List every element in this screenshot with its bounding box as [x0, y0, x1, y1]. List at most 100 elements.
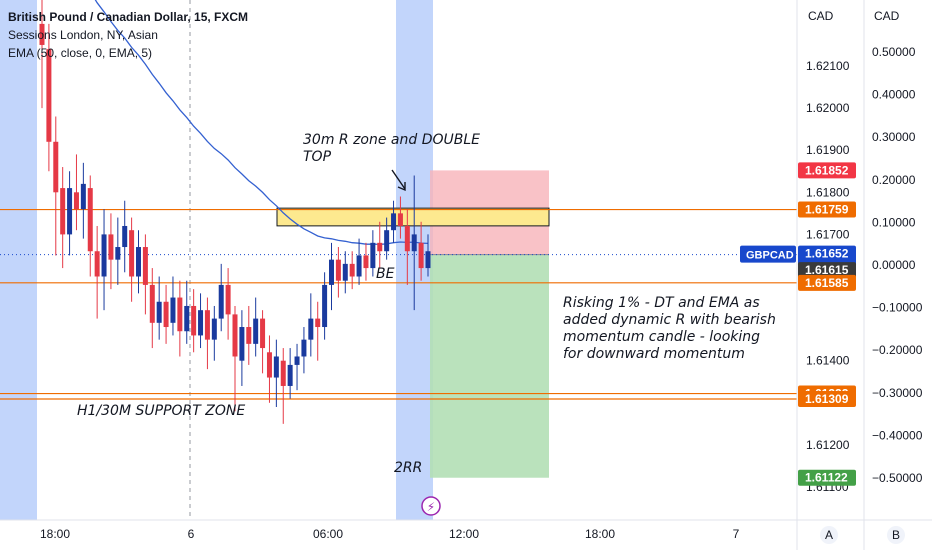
candle-body: [115, 247, 121, 260]
lightning-icon: ⚡: [427, 500, 435, 514]
candle-body: [363, 255, 369, 269]
right-axis-label: CAD: [874, 9, 900, 23]
candle-body: [370, 242, 376, 269]
candle-body: [418, 242, 424, 269]
candle-body: [246, 327, 252, 344]
candle-body: [129, 230, 135, 277]
double-top-arrow: [391, 169, 406, 190]
session-band: [0, 0, 37, 520]
x-tick-label: 12:00: [449, 527, 479, 541]
support-annotation: H1/30M SUPPORT ZONE: [77, 403, 246, 419]
auto-scale-label: A: [825, 528, 833, 542]
price-tag: [798, 262, 856, 279]
y-tick-label: 1.61900: [806, 143, 850, 157]
right-y-tick-label: 0.30000: [872, 130, 916, 144]
y-tick-label: 1.61800: [806, 185, 850, 199]
candle-body: [397, 213, 403, 226]
candle-body: [287, 364, 293, 386]
ema-line: [94, 0, 429, 246]
x-tick-label: 18:00: [585, 527, 615, 541]
right-y-tick-label: 0.40000: [872, 88, 916, 102]
price-tag: [798, 469, 856, 486]
candle-body: [177, 297, 183, 332]
double-top-arrowhead: [397, 182, 406, 192]
candle-body: [60, 188, 66, 235]
candle-body: [253, 318, 259, 344]
price-tags: 1.618521.617591.6165206:01GBPCAD1.616151…: [740, 162, 856, 486]
candle-body: [294, 356, 300, 365]
auto-scale-button: [820, 526, 838, 544]
log-scale-label: B: [892, 528, 900, 542]
right-y-tick-label: 0.50000: [872, 45, 916, 59]
right-y-tick-label: −0.10000: [872, 301, 923, 315]
price-tag-value: 1.61122: [805, 471, 848, 485]
candle-body: [404, 225, 410, 252]
candle-body: [225, 284, 231, 315]
take-profit-zone: [430, 254, 549, 478]
legend-ema: EMA (50, close, 0, EMA, 5): [8, 46, 153, 60]
candle-body: [73, 192, 79, 210]
candle-body: [384, 230, 390, 252]
candle-body: [108, 234, 114, 260]
right-y-tick-label: −0.30000: [872, 386, 923, 400]
candle-body: [425, 251, 431, 269]
double-top-annotation: 30m R zone and DOUBLE TOP: [303, 132, 481, 165]
candle-body: [198, 310, 204, 336]
resistance-zone-box: [276, 207, 550, 227]
right-y-tick-label: −0.20000: [872, 343, 923, 357]
price-tag-value: 1.61652: [805, 247, 849, 261]
candle-body: [163, 301, 169, 328]
right-y-tick-label: 0.00000: [872, 258, 916, 272]
right-y-tick-label: 0.20000: [872, 173, 916, 187]
price-tag-value: 1.61615: [805, 263, 849, 277]
legend-title: British Pound / Canadian Dollar, 15, FXC…: [8, 10, 249, 24]
rr-annotation: 2RR: [394, 460, 423, 476]
log-scale-button: [887, 526, 905, 544]
candle-body: [301, 339, 307, 357]
candle-body: [260, 318, 266, 349]
event-marker-icon: [421, 496, 441, 516]
x-tick-label: 06:00: [313, 527, 343, 541]
candle-body: [329, 259, 334, 285]
candles: [39, 0, 431, 424]
candle-body: [184, 305, 190, 332]
left-axis-label: CAD: [808, 9, 834, 23]
symbol-tag-label: GBPCAD: [746, 250, 794, 262]
candle-body: [87, 188, 93, 252]
candle-body: [232, 314, 238, 357]
price-tag-value: 1.61585: [805, 276, 849, 290]
trade-zones: [276, 170, 550, 478]
be-annotation: BE: [376, 266, 395, 282]
candle-body: [67, 188, 73, 235]
price-tag: [798, 201, 856, 218]
price-tag: [798, 162, 856, 179]
chart-legend: British Pound / Canadian Dollar, 15, FXC…: [8, 8, 248, 62]
candle-body: [211, 318, 217, 340]
right-y-tick-label: −0.40000: [872, 428, 923, 442]
candle-body: [322, 284, 328, 328]
price-tag: [798, 274, 856, 291]
candle-body: [170, 297, 176, 323]
candle-body: [53, 141, 59, 193]
y-tick-label: 1.62100: [806, 59, 850, 73]
candle-body: [266, 352, 272, 378]
candle-body: [349, 263, 355, 277]
candle-body: [280, 360, 286, 386]
candle-body: [411, 234, 417, 252]
candle-body: [335, 259, 341, 281]
candle-body: [356, 255, 362, 277]
candle-body: [101, 234, 107, 277]
y-tick-label: 1.61200: [806, 438, 850, 452]
candle-body: [273, 356, 279, 378]
candle-body: [149, 284, 155, 323]
ema-50-line: [94, 0, 429, 246]
risk-annotation: Risking 1% - DT and EMA as added dynamic…: [563, 295, 776, 362]
candle-body: [315, 318, 321, 328]
candle-body: [308, 318, 314, 340]
candle-body: [136, 247, 141, 277]
x-tick-label: 6: [188, 527, 195, 541]
price-tag-value: 1.61759: [805, 203, 849, 217]
price-tag: [798, 391, 856, 408]
